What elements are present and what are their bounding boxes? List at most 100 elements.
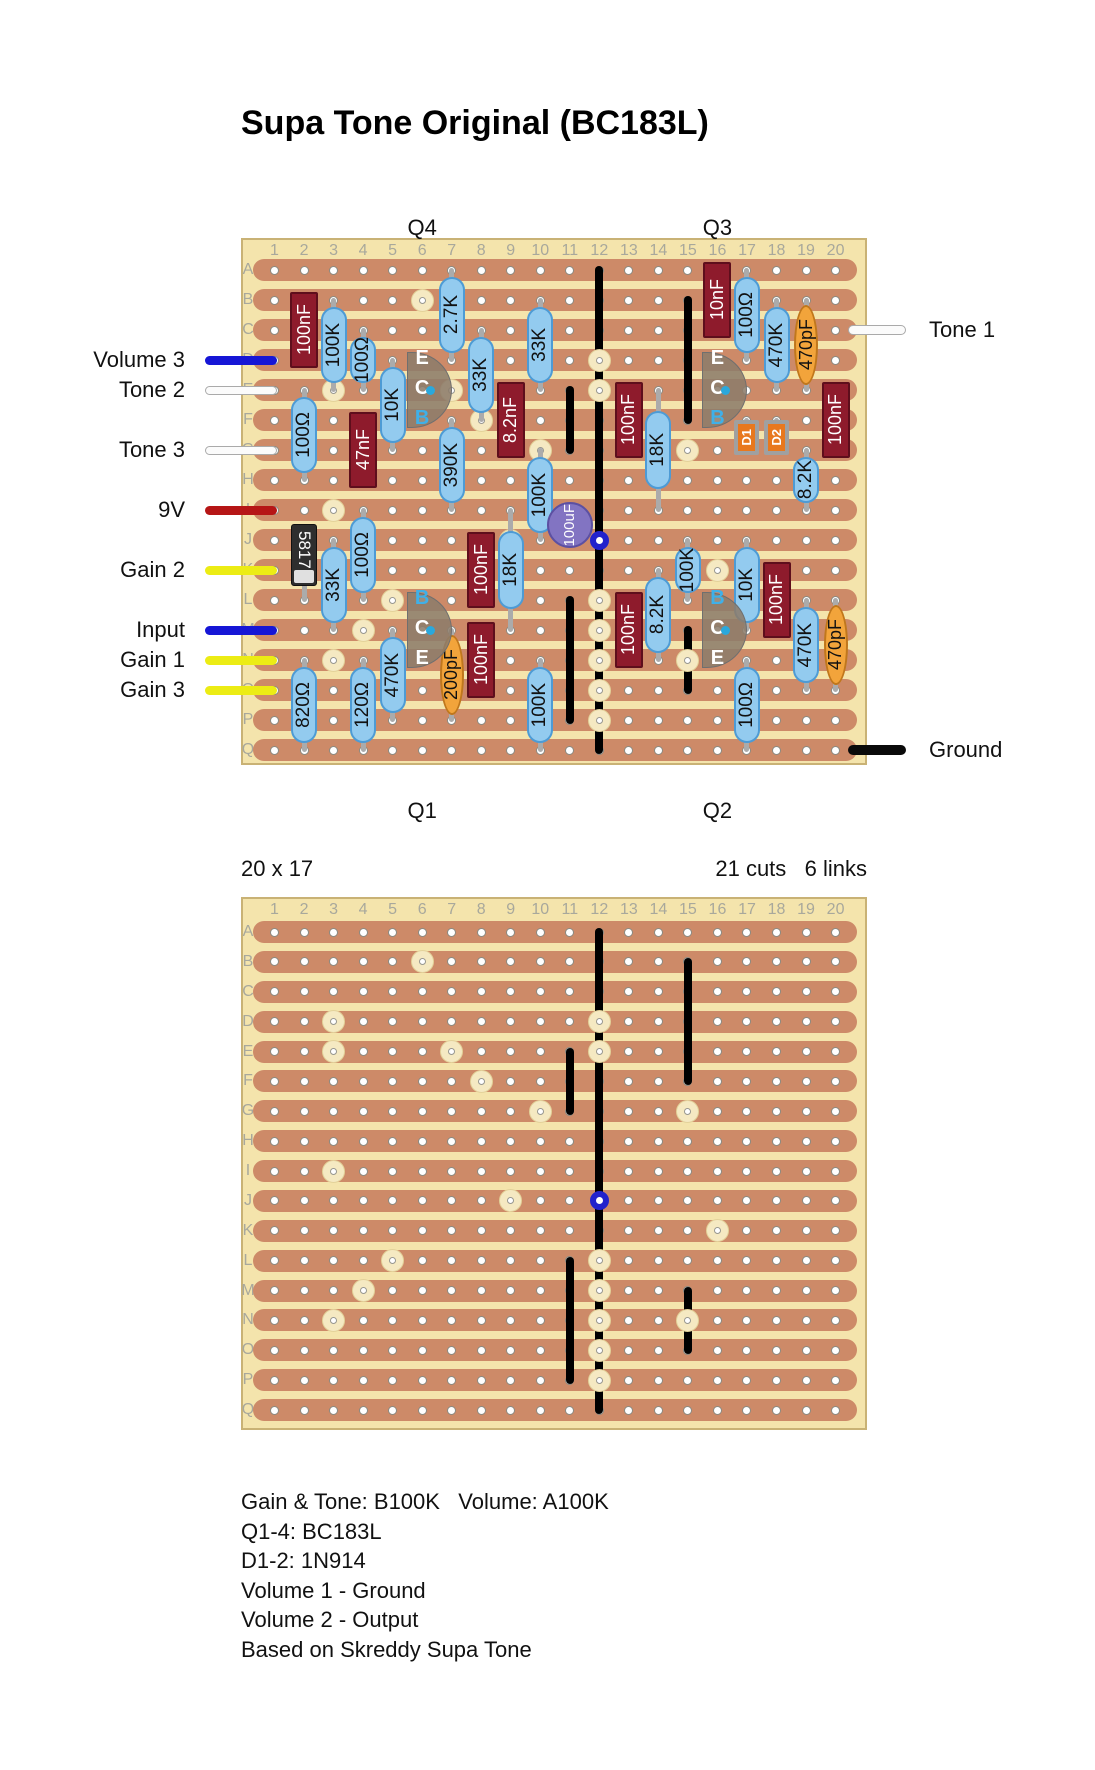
copper-strip <box>253 921 857 943</box>
track-cut <box>676 1099 700 1123</box>
resistor-value: 100K <box>529 472 551 518</box>
hole <box>506 295 516 305</box>
hole <box>831 927 841 937</box>
hole <box>417 475 427 485</box>
hole <box>329 685 339 695</box>
capacitor-value: 100nF <box>618 604 639 656</box>
hole <box>299 1166 309 1176</box>
hole <box>772 1106 781 1116</box>
electrolytic-capacitor: 100uF <box>546 502 593 548</box>
hole <box>506 1017 516 1027</box>
hole <box>801 1196 811 1206</box>
hole <box>388 1047 398 1056</box>
film-capacitor: 100nF <box>762 562 791 638</box>
hole <box>270 1315 279 1325</box>
note-volume1: Volume 1 - Ground <box>241 1578 426 1603</box>
link-wire <box>565 386 574 454</box>
hole <box>417 987 427 997</box>
hole <box>624 355 634 365</box>
hole <box>299 505 309 515</box>
copper-strip <box>253 1040 857 1063</box>
copper-strip <box>253 1160 857 1182</box>
hole <box>388 1136 398 1146</box>
hole <box>417 1256 427 1266</box>
column-label: 17 <box>738 242 756 259</box>
hole <box>506 1286 516 1295</box>
hole <box>624 927 634 937</box>
hole <box>388 505 398 515</box>
hole <box>329 1345 339 1355</box>
hole <box>506 265 516 275</box>
hole <box>329 1375 339 1385</box>
copper-strip <box>253 559 857 581</box>
resistor: 2.7K <box>438 277 465 353</box>
hole <box>476 1405 486 1415</box>
copper-strip <box>253 1339 857 1362</box>
hole <box>270 745 279 755</box>
track-cut <box>587 1040 611 1063</box>
hole <box>801 1136 811 1146</box>
column-label: 11 <box>561 901 579 918</box>
film-capacitor: 47nF <box>349 412 378 488</box>
hole <box>270 1047 279 1056</box>
transistor-designator: Q2 <box>702 798 733 823</box>
hole <box>476 1136 486 1146</box>
hole <box>417 715 427 725</box>
resistor-value: 470K <box>765 322 787 368</box>
column-label: 10 <box>531 242 550 259</box>
hole <box>831 1136 841 1146</box>
column-label: 14 <box>649 901 668 918</box>
hole <box>506 1076 516 1086</box>
hole <box>801 1166 811 1176</box>
hole <box>772 987 781 997</box>
hole <box>388 325 398 335</box>
hole <box>683 1256 693 1266</box>
resistor-value: 100Ω <box>735 292 757 338</box>
hole <box>417 1286 427 1295</box>
hole <box>653 325 663 335</box>
link-wire <box>565 1256 574 1385</box>
hole <box>388 927 398 937</box>
hole <box>831 1375 841 1385</box>
hole <box>653 1375 663 1385</box>
resistor: 18K <box>645 411 672 489</box>
hole <box>653 987 663 997</box>
hole <box>535 625 545 635</box>
hole <box>476 1286 486 1295</box>
column-label: 18 <box>767 901 786 918</box>
hole <box>712 1136 722 1146</box>
hole <box>447 1315 457 1325</box>
copper-strip <box>253 1010 857 1033</box>
hole <box>476 957 486 967</box>
hole <box>801 1405 811 1415</box>
hole <box>506 1375 516 1385</box>
transistor-designator: Q4 <box>407 215 437 240</box>
hole <box>417 1226 427 1236</box>
hole <box>565 745 575 755</box>
resistor: 8.2K <box>645 577 672 653</box>
hole <box>358 265 368 275</box>
hole <box>831 1017 841 1027</box>
hole <box>653 1166 663 1176</box>
hole <box>831 535 841 545</box>
copper-strip <box>253 1249 857 1272</box>
column-label: 6 <box>417 901 427 918</box>
capacitor-value: 100nF <box>470 544 491 596</box>
hole <box>772 1256 781 1266</box>
hole <box>447 1256 457 1266</box>
hole <box>447 957 457 967</box>
hole <box>270 715 279 725</box>
row-label: O <box>241 1341 255 1359</box>
hole <box>772 1136 781 1146</box>
note-pots: Gain & Tone: B100K Volume: A100K <box>241 1489 609 1514</box>
hole <box>712 987 722 997</box>
track-cut <box>587 1249 611 1273</box>
transistor-pin-label: E <box>415 347 429 369</box>
wire-label: Gain 2 <box>120 557 185 582</box>
hole <box>506 475 516 485</box>
hole <box>329 1076 339 1086</box>
hole <box>299 1196 309 1206</box>
hole <box>742 1315 752 1325</box>
hole <box>831 1166 841 1176</box>
row-label: A <box>242 923 254 940</box>
